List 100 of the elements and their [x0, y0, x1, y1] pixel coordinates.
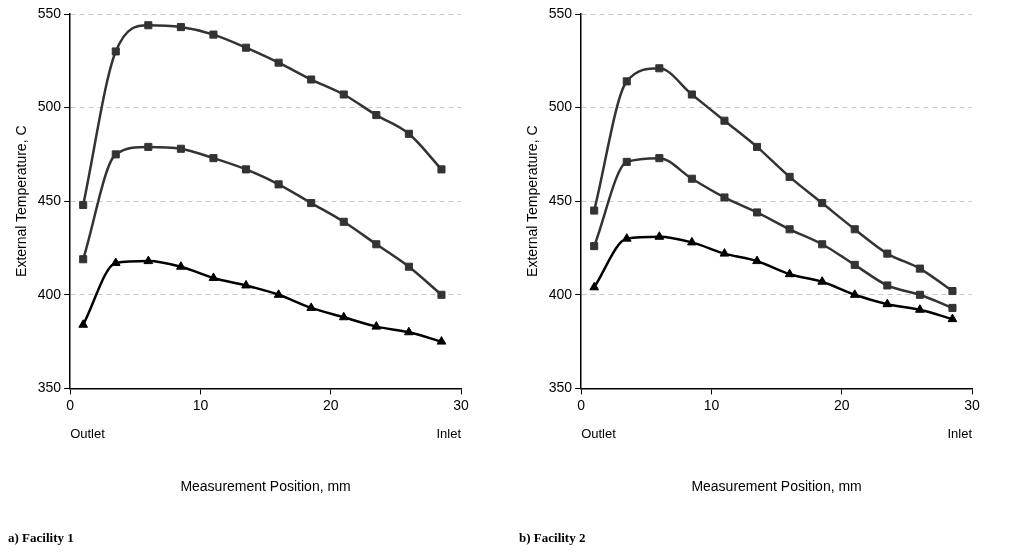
point — [719, 248, 730, 257]
point — [784, 268, 795, 278]
point — [404, 129, 413, 138]
point — [372, 111, 381, 120]
point — [882, 298, 893, 308]
point — [274, 58, 283, 67]
x-tick-label: 30 — [453, 396, 469, 413]
point — [339, 217, 348, 226]
x-tick-label: 0 — [577, 396, 586, 413]
point — [372, 240, 381, 249]
point — [307, 75, 316, 84]
point — [371, 321, 382, 330]
point — [850, 225, 859, 234]
point — [785, 225, 794, 234]
point — [242, 165, 251, 174]
point — [590, 242, 599, 251]
y-tick-label: 400 — [548, 285, 573, 302]
point — [79, 255, 88, 264]
point — [590, 206, 599, 215]
point — [687, 236, 697, 246]
text: Outlet — [581, 426, 617, 442]
point — [176, 261, 186, 270]
point — [78, 319, 89, 328]
point — [338, 311, 349, 321]
point — [948, 287, 957, 296]
point — [143, 255, 154, 265]
text: Inlet — [947, 426, 973, 442]
point — [655, 154, 664, 163]
point — [110, 257, 121, 266]
point — [915, 290, 924, 299]
point — [753, 142, 762, 151]
y-tick-label: 550 — [548, 4, 573, 21]
y-tick-label: 350 — [37, 379, 62, 396]
point — [436, 336, 447, 345]
point — [655, 64, 664, 73]
point — [209, 30, 218, 39]
point — [817, 276, 828, 285]
point — [589, 281, 600, 291]
text: Inlet — [436, 426, 462, 442]
point — [720, 193, 729, 202]
point — [437, 165, 446, 174]
point — [176, 23, 185, 32]
point — [818, 240, 827, 249]
point — [948, 303, 957, 312]
point — [687, 90, 696, 99]
point — [818, 199, 827, 208]
point — [242, 43, 251, 52]
point — [753, 208, 762, 217]
text: a) Facility 1 — [8, 530, 74, 546]
x-tick-label: 30 — [964, 396, 980, 413]
point — [144, 142, 153, 151]
x-axis-title: Measurement Position, mm — [691, 478, 862, 495]
y-tick-label: 450 — [37, 192, 62, 209]
text: Outlet — [70, 426, 106, 442]
x-tick-label: 20 — [833, 396, 850, 413]
x-tick-label: 10 — [192, 396, 209, 413]
point — [850, 260, 859, 269]
point — [720, 116, 729, 125]
point — [654, 231, 665, 240]
point — [79, 200, 88, 209]
y-tick-label: 550 — [37, 4, 62, 21]
y-tick-label: 450 — [548, 192, 573, 209]
point — [208, 272, 219, 281]
y-tick-label: 400 — [37, 285, 62, 302]
point — [883, 281, 892, 290]
point — [915, 304, 925, 313]
point — [274, 180, 283, 189]
point — [687, 174, 696, 183]
x-tick-label: 10 — [703, 396, 720, 413]
point — [621, 233, 632, 242]
y-tick-label: 350 — [548, 379, 573, 396]
point — [241, 279, 251, 289]
x-axis-title: Measurement Position, mm — [180, 478, 351, 495]
point — [111, 47, 120, 56]
point — [947, 313, 958, 323]
point — [437, 290, 446, 299]
point — [404, 326, 414, 336]
point — [339, 90, 348, 99]
y-axis-title: External Temperature, C — [13, 125, 30, 277]
point — [209, 154, 218, 163]
x-tick-label: 20 — [322, 396, 339, 413]
point — [883, 249, 892, 258]
point — [307, 199, 316, 208]
point — [306, 302, 317, 311]
y-tick-label: 500 — [37, 98, 62, 115]
point — [785, 172, 794, 181]
point — [915, 264, 924, 273]
point — [144, 21, 153, 30]
point — [752, 255, 762, 265]
point — [404, 262, 413, 271]
point — [622, 157, 631, 166]
y-tick-label: 500 — [548, 98, 573, 115]
point — [176, 144, 185, 153]
text: b) Facility 2 — [519, 530, 586, 546]
x-tick-label: 0 — [66, 396, 75, 413]
y-axis-title: External Temperature, C — [524, 125, 541, 277]
point — [273, 289, 284, 298]
point — [111, 150, 120, 159]
point — [622, 77, 631, 86]
point — [849, 289, 860, 298]
